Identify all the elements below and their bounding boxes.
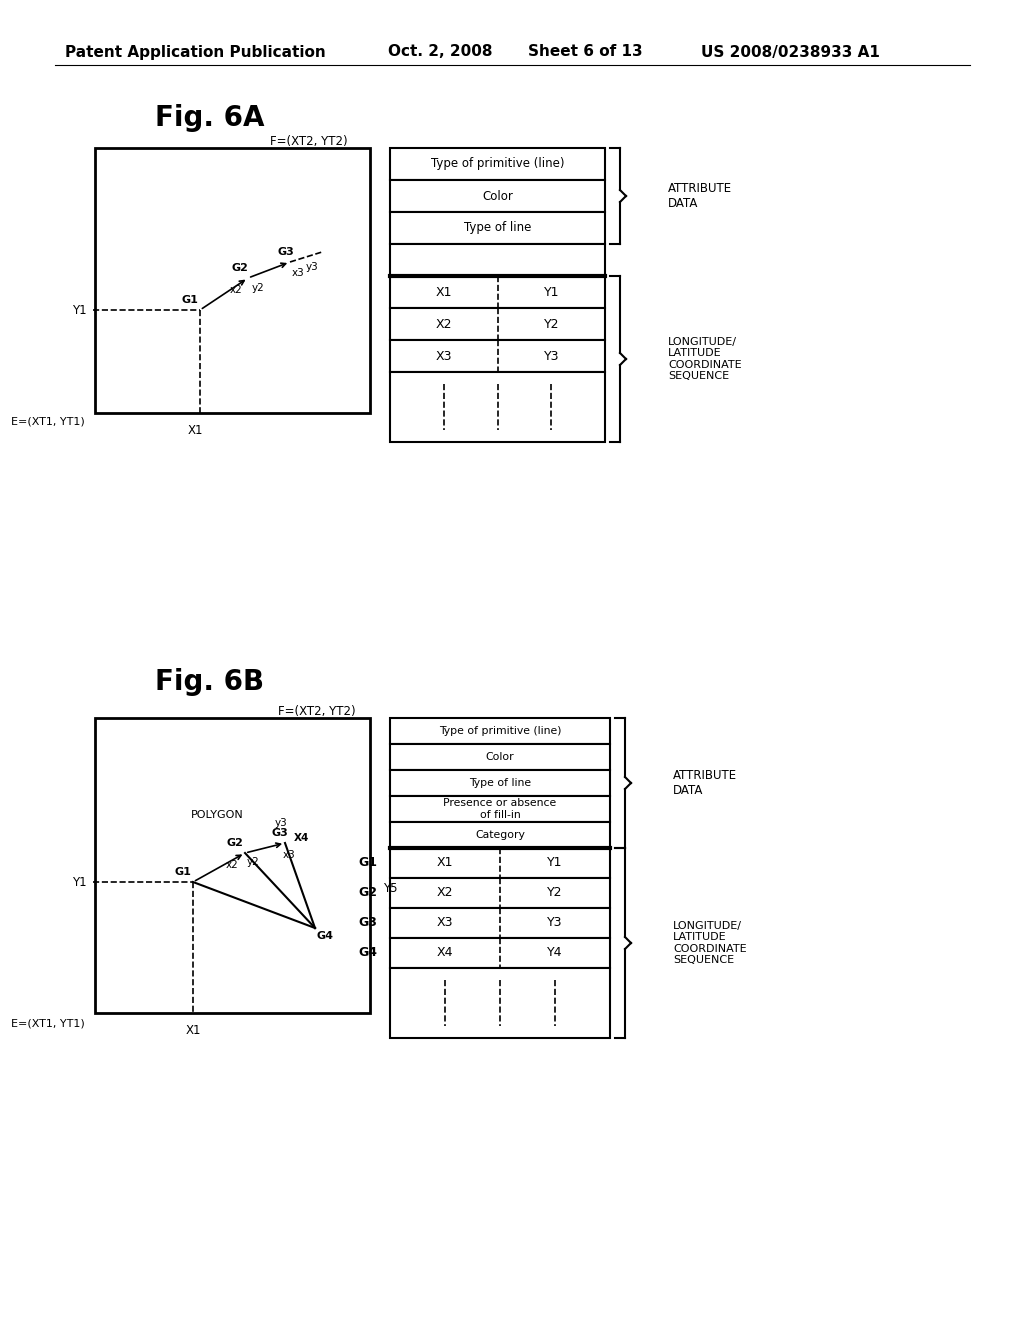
Text: Y1: Y1 <box>544 285 559 298</box>
Text: ATTRIBUTE
DATA: ATTRIBUTE DATA <box>668 182 732 210</box>
Text: x2: x2 <box>229 285 243 294</box>
Text: G4: G4 <box>358 946 378 960</box>
Text: G2: G2 <box>358 887 378 899</box>
Text: Fig. 6A: Fig. 6A <box>155 104 264 132</box>
Bar <box>390 180 605 213</box>
Text: Y4: Y4 <box>547 946 563 960</box>
Text: G1: G1 <box>181 294 199 305</box>
Bar <box>390 276 605 308</box>
Text: y3: y3 <box>305 261 318 272</box>
Text: X3: X3 <box>437 916 454 929</box>
Bar <box>390 148 605 180</box>
Text: X2: X2 <box>437 887 454 899</box>
Text: X1: X1 <box>185 1024 201 1038</box>
Text: G4: G4 <box>316 931 334 941</box>
Bar <box>390 213 605 244</box>
Text: y2: y2 <box>252 282 264 293</box>
Text: X4: X4 <box>293 833 308 843</box>
Bar <box>390 939 610 968</box>
Text: x3: x3 <box>292 268 304 279</box>
Bar <box>390 968 610 1038</box>
Bar <box>95 718 370 1012</box>
Text: y2: y2 <box>247 857 259 867</box>
Text: Type of primitive (line): Type of primitive (line) <box>438 726 561 737</box>
Text: G3: G3 <box>278 247 294 257</box>
Text: LONGITUDE/
LATITUDE
COORDINATE
SEQUENCE: LONGITUDE/ LATITUDE COORDINATE SEQUENCE <box>673 920 746 965</box>
Text: G1: G1 <box>358 857 378 870</box>
Bar <box>390 744 610 770</box>
Text: Y3: Y3 <box>544 350 559 363</box>
Text: x3: x3 <box>283 850 295 861</box>
Text: Y2: Y2 <box>544 318 559 330</box>
Text: y3: y3 <box>274 818 288 828</box>
Text: Y3: Y3 <box>547 916 563 929</box>
Text: Fig. 6B: Fig. 6B <box>155 668 264 696</box>
Text: G3: G3 <box>358 916 378 929</box>
Text: Type of line: Type of line <box>464 222 531 235</box>
Text: Patent Application Publication: Patent Application Publication <box>65 45 326 59</box>
Text: LONGITUDE/
LATITUDE
COORDINATE
SEQUENCE: LONGITUDE/ LATITUDE COORDINATE SEQUENCE <box>668 337 741 381</box>
Bar <box>390 796 610 822</box>
Text: Y1: Y1 <box>547 857 563 870</box>
Text: Y5: Y5 <box>383 882 397 895</box>
Text: G1: G1 <box>174 867 191 876</box>
Bar <box>390 244 605 276</box>
Text: E=(XT1, YT1): E=(XT1, YT1) <box>11 1018 85 1028</box>
Bar <box>390 847 610 878</box>
Text: E=(XT1, YT1): E=(XT1, YT1) <box>11 417 85 426</box>
Text: Y2: Y2 <box>547 887 563 899</box>
Text: X1: X1 <box>187 424 203 437</box>
Text: POLYGON: POLYGON <box>190 810 244 820</box>
Text: Category: Category <box>475 830 525 840</box>
Bar <box>390 718 610 744</box>
Text: Presence or absence
of fill-in: Presence or absence of fill-in <box>443 799 557 820</box>
Bar <box>390 770 610 796</box>
Text: X4: X4 <box>437 946 454 960</box>
Text: Type of line: Type of line <box>469 777 531 788</box>
Text: Sheet 6 of 13: Sheet 6 of 13 <box>527 45 642 59</box>
Text: Color: Color <box>485 752 514 762</box>
Text: X3: X3 <box>435 350 452 363</box>
Text: F=(XT2, YT2): F=(XT2, YT2) <box>279 705 356 718</box>
Bar <box>390 908 610 939</box>
Text: G2: G2 <box>226 838 244 847</box>
Bar <box>390 878 610 908</box>
Bar <box>95 148 370 413</box>
Text: ATTRIBUTE
DATA: ATTRIBUTE DATA <box>673 770 737 797</box>
Bar <box>390 308 605 341</box>
Text: Type of primitive (line): Type of primitive (line) <box>431 157 564 170</box>
Text: F=(XT2, YT2): F=(XT2, YT2) <box>270 136 348 149</box>
Text: X1: X1 <box>435 285 452 298</box>
Text: Y1: Y1 <box>73 875 87 888</box>
Text: X1: X1 <box>437 857 454 870</box>
Text: Color: Color <box>482 190 513 202</box>
Text: G3: G3 <box>271 828 289 838</box>
Text: US 2008/0238933 A1: US 2008/0238933 A1 <box>700 45 880 59</box>
Bar <box>390 372 605 442</box>
Text: G2: G2 <box>231 263 249 273</box>
Bar <box>390 822 610 847</box>
Text: Y1: Y1 <box>73 304 87 317</box>
Bar <box>390 341 605 372</box>
Text: X2: X2 <box>435 318 452 330</box>
Text: x2: x2 <box>225 861 239 870</box>
Text: Oct. 2, 2008: Oct. 2, 2008 <box>388 45 493 59</box>
